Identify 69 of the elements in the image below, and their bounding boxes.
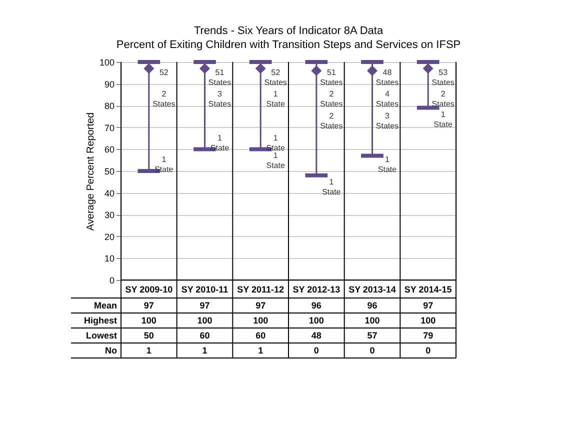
x-tick-label: SY 2010-11 (181, 284, 228, 294)
text: 0 (314, 346, 319, 356)
text: 57 (367, 330, 378, 340)
y-tick-label: 100 (99, 58, 114, 68)
text: 1 (258, 346, 264, 356)
annotation: 51 States (208, 68, 232, 87)
y-tick-label: 70 (104, 122, 114, 133)
annotation: 1 State (434, 110, 453, 129)
y-tick-label: 60 (104, 144, 114, 155)
x-tick-label: SY 2011-12 (237, 284, 284, 294)
text: 100 (253, 316, 268, 326)
annotation: 1 State (322, 177, 342, 196)
text: 79 (423, 330, 434, 340)
y-tick-label: 80 (104, 101, 114, 112)
annotation: 52 (159, 68, 169, 77)
y-tick-label: 0 (109, 276, 114, 286)
text: 100 (197, 316, 212, 326)
text: 60 (256, 330, 266, 340)
y-tick-label: 10 (104, 254, 114, 264)
text: 1 (146, 346, 152, 356)
text: 60 (200, 330, 210, 340)
data-label: 97 (144, 300, 154, 310)
annotation: 51 States (320, 68, 343, 87)
annotation: 52 States (264, 68, 287, 87)
annotation: 4 States (376, 90, 399, 109)
data-label: 97 (423, 300, 434, 310)
annotation: 2 States (320, 90, 343, 109)
annotation: 1 State (378, 155, 398, 174)
annotation: 2 States (152, 90, 176, 109)
annotation: 1 State (210, 133, 230, 152)
data-label: 96 (367, 300, 378, 310)
chart-title: Trends - Six Years of Indicator 8A Data (194, 25, 384, 37)
y-axis-title: Average Percent Reported (85, 112, 96, 231)
x-tick-label: SY 2012-13 (292, 284, 340, 294)
y-tick-label: 50 (104, 166, 114, 176)
chart-subtitle: Percent of Exiting Children with Transition Steps and Services on IFSP (116, 39, 461, 51)
annotation: 1 State (266, 151, 286, 170)
annotation: 48 States (376, 68, 399, 87)
annotation: 1 State (266, 90, 286, 109)
text: Mean (94, 300, 117, 310)
text: No (105, 346, 118, 356)
data-label: 97 (200, 300, 210, 310)
text: 100 (141, 316, 156, 326)
text: 0 (370, 346, 375, 356)
x-tick-label: SY 2013-14 (348, 284, 396, 294)
annotation: 3 States (208, 90, 232, 109)
annotation: 1 State (266, 133, 286, 152)
text: 1 (202, 346, 208, 356)
text: 0 (426, 346, 431, 356)
annotation: 2 States (320, 112, 343, 130)
data-label: 97 (256, 300, 266, 310)
text: 48 (311, 330, 322, 340)
x-tick-label: SY 2014-15 (404, 284, 452, 294)
text: 50 (144, 330, 154, 340)
y-tick-label: 30 (104, 210, 114, 220)
y-tick-label: 20 (104, 232, 114, 242)
data-label: 96 (311, 300, 322, 310)
y-tick-label: 40 (104, 188, 114, 198)
y-tick-label: 90 (104, 79, 114, 90)
annotation: 2 States (432, 90, 454, 109)
annotation: 3 States (376, 112, 399, 130)
text: Highest (84, 316, 117, 326)
text: Lowest (86, 330, 117, 340)
text: 100 (308, 316, 324, 326)
x-tick-label: SY 2009-10 (125, 284, 173, 294)
annotation: 1 State (154, 155, 174, 174)
annotation: 53 States (432, 68, 454, 87)
text: 100 (420, 316, 436, 326)
text: 100 (364, 316, 380, 326)
